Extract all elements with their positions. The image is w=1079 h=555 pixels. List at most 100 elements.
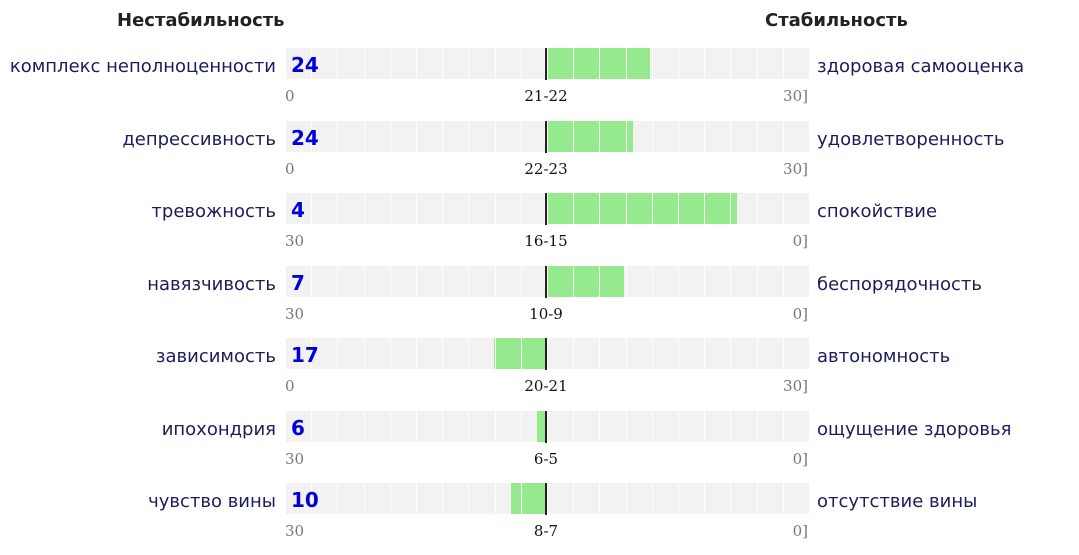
grid-divider [599, 483, 601, 514]
grid-divider [547, 120, 548, 152]
grid-divider [651, 483, 653, 514]
grid-cell [782, 483, 809, 514]
grid-divider [416, 48, 417, 79]
grid-divider [468, 193, 470, 224]
grid-divider [547, 338, 548, 369]
center-axis [545, 483, 547, 515]
grid-cell [468, 483, 495, 514]
grid-divider [311, 120, 313, 152]
grid-divider [311, 48, 313, 79]
grid-divider [285, 48, 286, 79]
scale-track [285, 338, 810, 370]
grid-divider [389, 265, 391, 297]
grid-cell [285, 120, 312, 152]
grid-divider [547, 193, 548, 224]
grid-divider [599, 193, 601, 224]
grid-divider [573, 338, 575, 369]
grid-cell [730, 120, 757, 152]
center-axis [545, 193, 547, 225]
grid-divider [442, 410, 444, 442]
grid-divider [756, 338, 758, 369]
right-pole-label: удовлетворенность [817, 128, 1005, 150]
grid-divider [756, 193, 758, 224]
grid-divider [389, 120, 391, 152]
grid-divider [678, 265, 679, 297]
grid-cell [678, 48, 705, 79]
grid-cell [416, 193, 443, 224]
grid-divider [625, 265, 627, 297]
grid-divider [363, 48, 365, 79]
grid-cell [311, 120, 338, 152]
grid-cell [468, 265, 495, 297]
scale-row: комплекс неполноценности 24 здоровая самоо… [0, 48, 1079, 120]
grid-divider [363, 265, 365, 297]
grid-divider [468, 120, 470, 152]
grid-divider [782, 265, 784, 297]
grid-cell [337, 48, 364, 79]
grid-divider [285, 193, 286, 224]
grid-divider [285, 483, 286, 514]
scale-min-label: 30 [285, 522, 305, 540]
scale-max-label: 0] [792, 522, 808, 540]
grid-cell [337, 120, 364, 152]
scale-min-label: 30 [285, 304, 305, 323]
grid-divider [468, 265, 470, 297]
grid-divider [625, 483, 627, 514]
grid-cell [494, 265, 521, 297]
grid-cell [704, 483, 731, 514]
grid-divider [311, 483, 313, 514]
grid-cell [678, 410, 705, 442]
grid-cell [363, 410, 390, 442]
grid-cell [782, 338, 809, 369]
grid-divider [520, 410, 522, 442]
scale-row: депрессивность 24 удовлетворенность 0 22-23 3… [0, 120, 1079, 193]
grid-cell [782, 410, 809, 442]
grid-divider [363, 193, 365, 224]
grid-cell [442, 410, 469, 442]
grid-divider [809, 265, 810, 297]
grid-divider [678, 483, 679, 514]
grid-cell [468, 410, 495, 442]
grid-divider [389, 193, 391, 224]
grid-divider [756, 48, 758, 79]
grid-divider [782, 338, 784, 369]
scale-mid-label: 16-15 [524, 232, 568, 250]
scale-track [285, 410, 810, 443]
grid-divider [730, 120, 732, 152]
grid-divider [337, 193, 339, 224]
grid-cell [416, 483, 443, 514]
grid-cell [782, 193, 809, 224]
grid-divider [363, 483, 365, 514]
right-pole-label: ощущение здоровья [817, 418, 1012, 440]
grid-divider [625, 338, 627, 369]
grid-divider [468, 410, 470, 442]
grid-divider [416, 120, 417, 152]
grid-divider [651, 265, 653, 297]
grid-cell [337, 265, 364, 297]
grid-divider [782, 410, 784, 442]
grid-divider [756, 410, 758, 442]
grid-divider [651, 120, 653, 152]
grid-cell [704, 410, 731, 442]
grid-divider [494, 410, 496, 442]
grid-cell [363, 265, 390, 297]
scale-row: ипохондрия 6 ощущение здоровья 30 6-5 0] [0, 410, 1079, 483]
scale-min-label: 0 [285, 87, 295, 105]
value-bar [493, 338, 546, 369]
grid-cell [599, 338, 626, 369]
grid-cell [573, 410, 600, 442]
center-axis [545, 48, 547, 80]
grid-cell [389, 48, 416, 79]
right-pole-label: отсутствие вины [817, 491, 978, 512]
grid-divider [285, 265, 286, 297]
grid-divider [809, 193, 810, 224]
grid-cell [756, 338, 783, 369]
grid-divider [704, 120, 706, 152]
grid-cell [416, 338, 443, 369]
grid-divider [704, 410, 706, 442]
grid-divider [311, 410, 313, 442]
grid-divider [599, 120, 601, 152]
scale-track [285, 265, 810, 298]
grid-cell [337, 483, 364, 514]
grid-divider [704, 193, 706, 224]
